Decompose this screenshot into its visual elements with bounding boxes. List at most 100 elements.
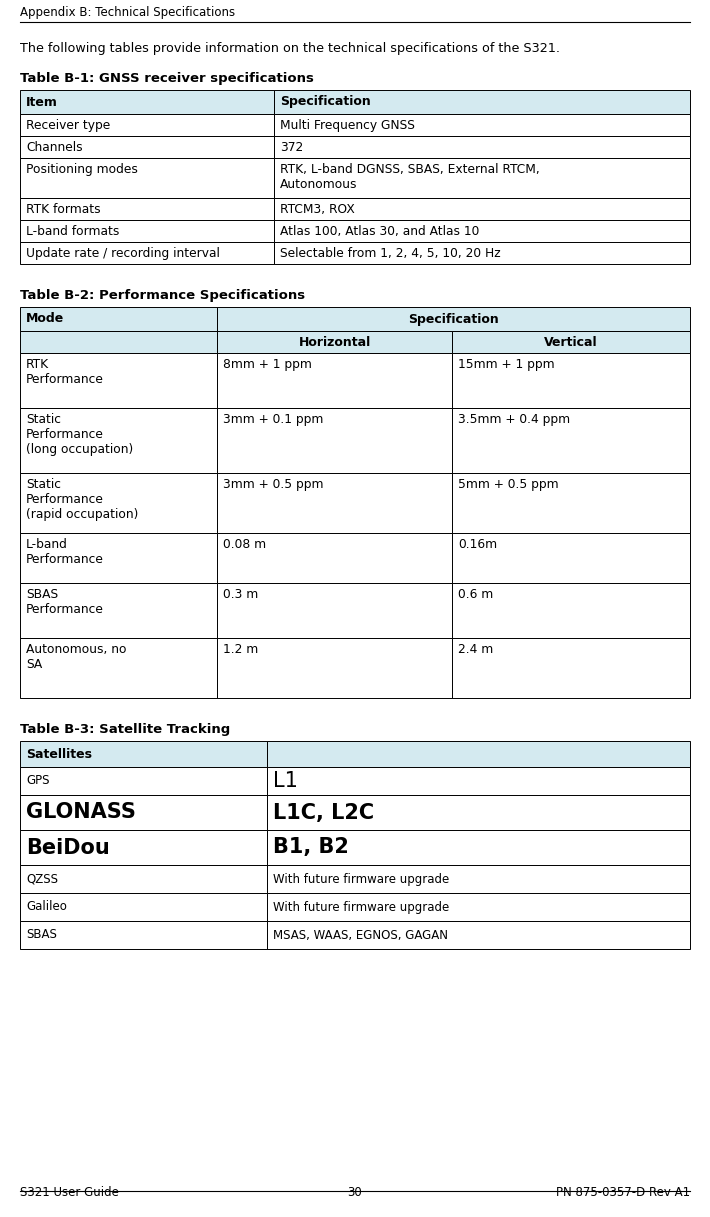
Bar bbox=[452, 583, 690, 638]
Text: Table B-3: Satellite Tracking: Table B-3: Satellite Tracking bbox=[20, 723, 230, 736]
Text: Item: Item bbox=[26, 95, 58, 108]
Text: Appendix B: Technical Specifications: Appendix B: Technical Specifications bbox=[20, 6, 235, 19]
Bar bbox=[20, 893, 267, 921]
Text: Autonomous, no
SA: Autonomous, no SA bbox=[26, 643, 126, 671]
Bar bbox=[267, 741, 690, 767]
Text: 1.2 m: 1.2 m bbox=[223, 643, 258, 656]
Bar bbox=[267, 865, 690, 893]
Text: Receiver type: Receiver type bbox=[26, 119, 110, 131]
Text: L1C, L2C: L1C, L2C bbox=[273, 802, 374, 823]
Text: The following tables provide information on the technical specifications of the : The following tables provide information… bbox=[20, 43, 560, 55]
Bar bbox=[267, 830, 690, 865]
Text: 0.08 m: 0.08 m bbox=[223, 538, 266, 551]
Text: 372: 372 bbox=[280, 141, 303, 155]
Bar bbox=[20, 767, 267, 795]
Bar bbox=[20, 741, 267, 767]
Bar bbox=[217, 638, 452, 699]
Bar bbox=[274, 242, 690, 264]
Bar bbox=[20, 865, 267, 893]
Bar bbox=[267, 795, 690, 830]
Bar bbox=[20, 198, 274, 220]
Text: 0.16m: 0.16m bbox=[458, 538, 497, 551]
Text: Static
Performance
(rapid occupation): Static Performance (rapid occupation) bbox=[26, 478, 138, 521]
Bar bbox=[20, 90, 274, 114]
Text: RTCM3, ROX: RTCM3, ROX bbox=[280, 203, 355, 215]
Text: Static
Performance
(long occupation): Static Performance (long occupation) bbox=[26, 413, 133, 456]
Bar bbox=[267, 921, 690, 949]
Text: Galileo: Galileo bbox=[26, 901, 67, 914]
Text: RTK
Performance: RTK Performance bbox=[26, 358, 104, 386]
Text: Multi Frequency GNSS: Multi Frequency GNSS bbox=[280, 119, 415, 131]
Text: SBAS
Performance: SBAS Performance bbox=[26, 588, 104, 616]
Bar bbox=[20, 136, 274, 158]
Text: 0.6 m: 0.6 m bbox=[458, 588, 493, 601]
Text: B1, B2: B1, B2 bbox=[273, 837, 349, 858]
Bar bbox=[217, 408, 452, 473]
Bar bbox=[267, 767, 690, 795]
Bar bbox=[20, 158, 274, 198]
Bar bbox=[20, 353, 217, 408]
Bar bbox=[274, 220, 690, 242]
Text: Horizontal: Horizontal bbox=[298, 336, 371, 348]
Bar bbox=[217, 353, 452, 408]
Text: GPS: GPS bbox=[26, 774, 50, 787]
Text: MSAS, WAAS, EGNOS, GAGAN: MSAS, WAAS, EGNOS, GAGAN bbox=[273, 929, 448, 942]
Bar bbox=[20, 114, 274, 136]
Bar bbox=[217, 533, 452, 583]
Bar bbox=[20, 220, 274, 242]
Bar bbox=[20, 638, 217, 699]
Bar bbox=[452, 408, 690, 473]
Text: Table B-1: GNSS receiver specifications: Table B-1: GNSS receiver specifications bbox=[20, 72, 314, 85]
Text: Update rate / recording interval: Update rate / recording interval bbox=[26, 247, 220, 260]
Text: BeiDou: BeiDou bbox=[26, 837, 110, 858]
Text: SBAS: SBAS bbox=[26, 929, 57, 942]
Text: 3mm + 0.1 ppm: 3mm + 0.1 ppm bbox=[223, 413, 323, 426]
Bar bbox=[20, 921, 267, 949]
Bar bbox=[274, 158, 690, 198]
Text: RTK, L-band DGNSS, SBAS, External RTCM,
Autonomous: RTK, L-band DGNSS, SBAS, External RTCM, … bbox=[280, 163, 540, 191]
Bar bbox=[452, 473, 690, 533]
Bar bbox=[20, 830, 267, 865]
Bar bbox=[20, 242, 274, 264]
Bar bbox=[20, 473, 217, 533]
Bar bbox=[267, 893, 690, 921]
Text: 0.3 m: 0.3 m bbox=[223, 588, 258, 601]
Bar bbox=[20, 307, 217, 331]
Bar bbox=[20, 331, 217, 353]
Bar bbox=[274, 136, 690, 158]
Text: Selectable from 1, 2, 4, 5, 10, 20 Hz: Selectable from 1, 2, 4, 5, 10, 20 Hz bbox=[280, 247, 501, 260]
Text: Satellites: Satellites bbox=[26, 747, 92, 761]
Text: Table B-2: Performance Specifications: Table B-2: Performance Specifications bbox=[20, 288, 305, 302]
Text: 3.5mm + 0.4 ppm: 3.5mm + 0.4 ppm bbox=[458, 413, 570, 426]
Text: 3mm + 0.5 ppm: 3mm + 0.5 ppm bbox=[223, 478, 324, 490]
Text: PN 875-0357-D Rev A1: PN 875-0357-D Rev A1 bbox=[556, 1187, 690, 1199]
Text: Vertical: Vertical bbox=[544, 336, 598, 348]
Text: L-band formats: L-band formats bbox=[26, 225, 119, 239]
Bar bbox=[217, 583, 452, 638]
Text: 8mm + 1 ppm: 8mm + 1 ppm bbox=[223, 358, 312, 371]
Bar bbox=[274, 114, 690, 136]
Text: GLONASS: GLONASS bbox=[26, 802, 136, 823]
Bar bbox=[452, 533, 690, 583]
Bar bbox=[452, 331, 690, 353]
Bar bbox=[20, 795, 267, 830]
Text: 2.4 m: 2.4 m bbox=[458, 643, 493, 656]
Text: 15mm + 1 ppm: 15mm + 1 ppm bbox=[458, 358, 555, 371]
Text: With future firmware upgrade: With future firmware upgrade bbox=[273, 901, 449, 914]
Bar bbox=[452, 638, 690, 699]
Text: RTK formats: RTK formats bbox=[26, 203, 101, 215]
Bar bbox=[217, 473, 452, 533]
Text: Atlas 100, Atlas 30, and Atlas 10: Atlas 100, Atlas 30, and Atlas 10 bbox=[280, 225, 479, 239]
Bar bbox=[274, 90, 690, 114]
Text: Mode: Mode bbox=[26, 313, 64, 325]
Text: 5mm + 0.5 ppm: 5mm + 0.5 ppm bbox=[458, 478, 559, 490]
Bar bbox=[217, 307, 690, 331]
Text: QZSS: QZSS bbox=[26, 873, 58, 886]
Text: L1: L1 bbox=[273, 772, 298, 791]
Text: L-band
Performance: L-band Performance bbox=[26, 538, 104, 566]
Bar bbox=[20, 533, 217, 583]
Text: Specification: Specification bbox=[280, 95, 371, 108]
Text: Specification: Specification bbox=[408, 313, 499, 325]
Bar bbox=[20, 408, 217, 473]
Text: Channels: Channels bbox=[26, 141, 82, 155]
